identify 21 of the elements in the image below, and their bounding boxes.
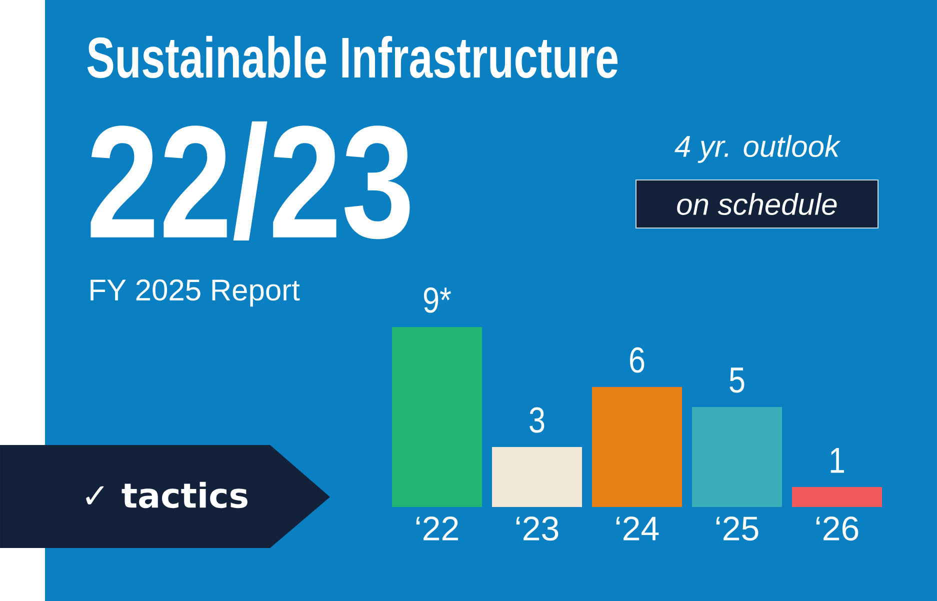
x-tick-label: ‘22: [416, 516, 458, 540]
data-label: 5: [730, 368, 744, 393]
text: 4 yr. outlook: [674, 135, 841, 163]
text: FY 2025 Report: [90, 279, 300, 307]
bar: [592, 386, 682, 507]
bar: [692, 406, 782, 507]
bar: [492, 446, 582, 507]
x-tick-label: ‘25: [716, 516, 758, 541]
data-label: 1: [830, 448, 844, 473]
chart-subtitle: 22/23: [90, 121, 410, 241]
chart-title: Sustainable Infrastructure: [87, 36, 618, 78]
x-tick-label: ‘23: [516, 516, 558, 541]
x-tick-label: ‘26: [816, 516, 858, 541]
data-label: 6: [630, 347, 644, 373]
bar: [792, 486, 882, 507]
bar: [392, 326, 482, 507]
text: on schedule: [677, 192, 837, 216]
x-tick-label: ‘24: [616, 516, 659, 540]
text: ✓ tactics: [86, 482, 248, 508]
data-label: 9*: [424, 287, 451, 313]
data-label: 3: [530, 407, 544, 433]
